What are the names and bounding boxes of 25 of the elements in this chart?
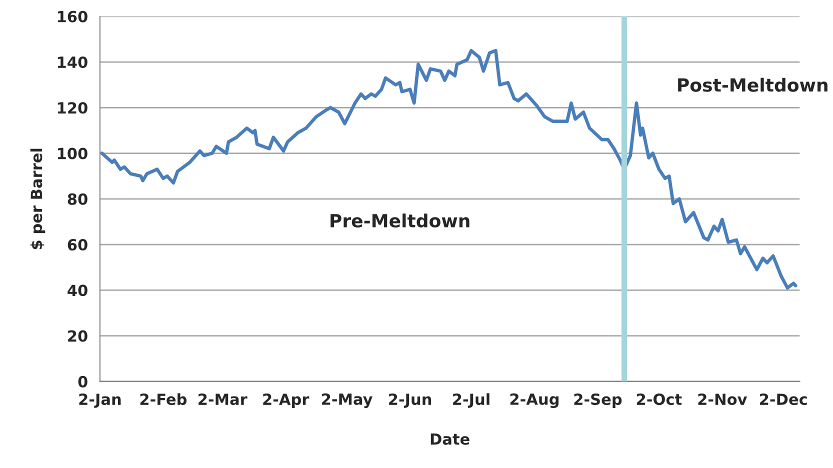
y-tick-label: 160 bbox=[58, 10, 88, 22]
annotation: Pre-Meltdown bbox=[330, 214, 470, 228]
x-tick-label: 2-Dec bbox=[760, 393, 807, 406]
x-tick-label: 2-Apr bbox=[263, 393, 310, 408]
x-axis-title: Date bbox=[430, 433, 470, 445]
y-tick-label: 100 bbox=[58, 148, 88, 160]
y-tick-label: 120 bbox=[58, 102, 88, 114]
y-tick-label: 140 bbox=[58, 56, 88, 68]
y-tick-label: 0 bbox=[78, 376, 88, 388]
y-axis-title: $ per Barrel bbox=[30, 148, 46, 250]
y-tick-label: 40 bbox=[68, 284, 88, 296]
x-tick-label: 2-Oct bbox=[636, 393, 682, 406]
x-tick-label: 2-Nov bbox=[698, 393, 748, 406]
x-tick-label: 2-Feb bbox=[140, 393, 187, 406]
y-tick-label: 20 bbox=[68, 330, 88, 342]
y-tick-label: 80 bbox=[68, 193, 88, 205]
x-tick-label: 2-Jul bbox=[453, 393, 490, 408]
y-tick-label: 60 bbox=[68, 238, 88, 251]
x-tick-label: 2-Aug bbox=[510, 393, 559, 408]
x-tick-label: 2-Jan bbox=[79, 393, 121, 408]
x-tick-label: 2-May bbox=[322, 393, 373, 408]
annotation: Post-Meltdown bbox=[678, 78, 828, 92]
x-tick-label: 2-Mar bbox=[198, 393, 248, 406]
x-tick-label: 2-Sep bbox=[574, 393, 622, 408]
x-tick-label: 2-Jun bbox=[389, 393, 432, 408]
